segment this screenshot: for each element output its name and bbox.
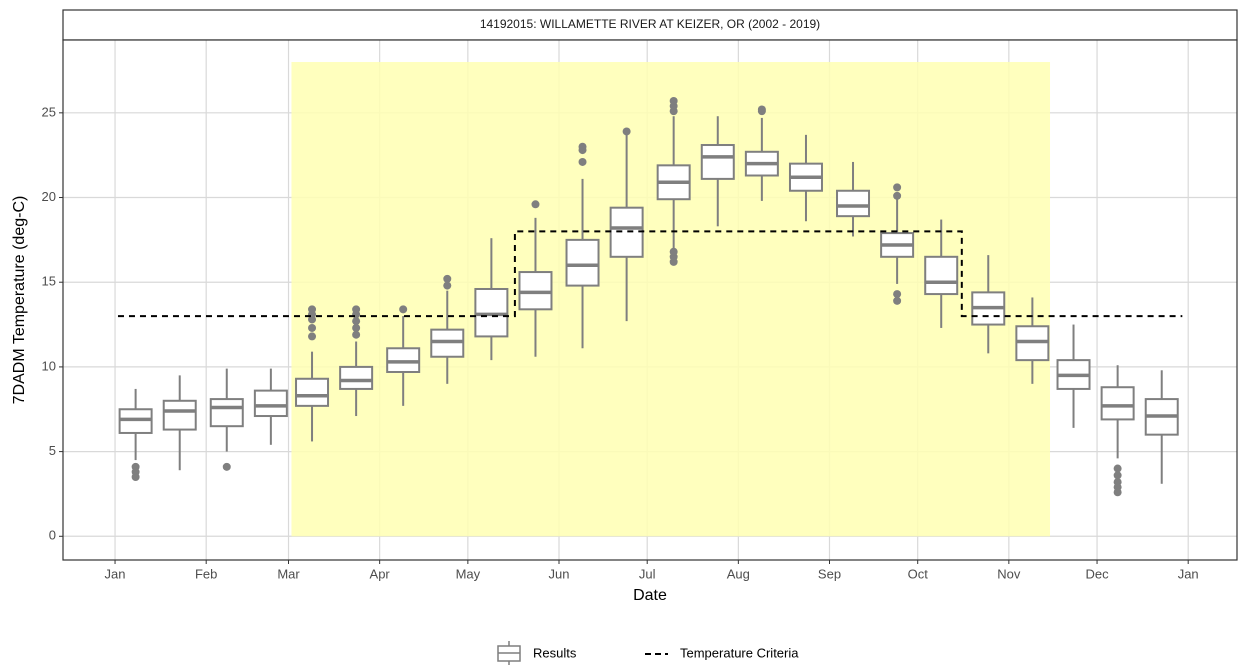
y-axis-title: 7DADM Temperature (deg-C)	[11, 196, 28, 405]
y-tick-label: 10	[42, 358, 56, 373]
box	[836, 189, 871, 218]
outlier	[443, 281, 452, 290]
outlier	[352, 323, 361, 332]
outlier	[531, 200, 540, 209]
outlier	[893, 191, 902, 200]
panel-border	[62, 39, 1238, 561]
outlier	[131, 473, 140, 482]
box	[1100, 386, 1135, 421]
x-tick-label: Apr	[370, 566, 391, 581]
outlier	[669, 247, 678, 256]
box	[700, 144, 735, 180]
outlier	[352, 305, 361, 314]
y-tick-label: 0	[49, 528, 56, 543]
box	[339, 365, 374, 390]
outlier	[893, 296, 902, 305]
outlier	[308, 305, 317, 314]
box	[609, 206, 644, 258]
x-tick-label: Jun	[549, 566, 570, 581]
legend-label: Temperature Criteria	[680, 645, 799, 660]
box	[162, 399, 197, 431]
box	[565, 238, 600, 287]
x-tick-label: Jul	[639, 566, 656, 581]
criteria-line	[117, 230, 1183, 318]
strip	[62, 9, 1238, 41]
outlier	[757, 105, 766, 114]
outlier	[222, 462, 231, 471]
x-tick-label: Dec	[1085, 566, 1109, 581]
shaded-region	[291, 62, 1051, 537]
y-tick-label: 15	[42, 274, 56, 289]
chart-title: 14192015: WILLAMETTE RIVER AT KEIZER, OR…	[480, 17, 820, 31]
outlier	[1113, 471, 1122, 480]
outlier	[352, 317, 361, 326]
x-tick-label: Mar	[277, 566, 300, 581]
plot-panel	[63, 40, 1237, 560]
y-tick-label: 20	[42, 189, 56, 204]
outlier	[352, 330, 361, 339]
x-tick-label: Jan	[105, 566, 126, 581]
x-tick-label: Feb	[195, 566, 217, 581]
outlier	[308, 323, 317, 332]
x-tick-label: Oct	[908, 566, 929, 581]
outlier	[308, 332, 317, 341]
outlier	[1113, 488, 1122, 497]
x-tick-label: Aug	[727, 566, 750, 581]
y-tick-label: 5	[49, 443, 56, 458]
outlier	[893, 183, 902, 192]
legend-label: Results	[533, 645, 577, 660]
outlier	[669, 96, 678, 105]
box	[209, 398, 244, 428]
x-axis-title: Date	[633, 587, 667, 604]
outlier	[443, 274, 452, 283]
outlier	[893, 290, 902, 299]
x-tick-label: Jan	[1178, 566, 1199, 581]
box	[924, 255, 959, 296]
x-tick-label: Sep	[818, 566, 841, 581]
outlier	[578, 142, 587, 151]
outlier	[399, 305, 408, 314]
outlier	[578, 157, 587, 166]
box	[295, 377, 330, 407]
outlier	[622, 127, 631, 136]
y-tick-label: 25	[42, 104, 56, 119]
x-tick-label: Nov	[997, 566, 1021, 581]
box	[253, 389, 288, 418]
outlier	[1113, 464, 1122, 473]
x-tick-label: May	[456, 566, 481, 581]
legend: Results Temperature Criteria	[497, 641, 799, 665]
